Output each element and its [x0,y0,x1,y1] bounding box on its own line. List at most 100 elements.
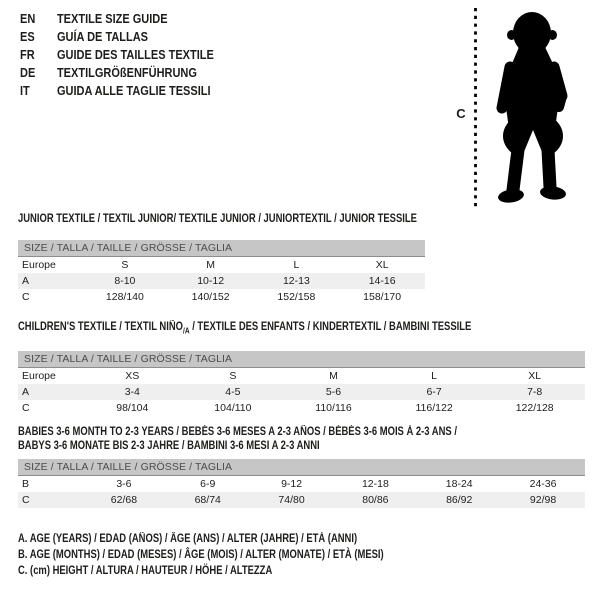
cell-value: L [293,258,300,271]
cell-value: M [329,369,338,382]
cell-value: 12-18 [361,478,389,490]
cell-value: 104/110 [214,401,252,414]
cell-value: 6-7 [426,385,442,398]
table-title-line: JUNIOR TEXTILE / TEXTIL JUNIOR/ TEXTILE … [18,213,417,227]
cell-value: 110/116 [315,401,352,414]
language-row: FR GUIDE DES TAILLES TEXTILE [20,46,214,64]
size-header-label: SIZE / TALLA / TAILLE / GRÖSSE / TAGLIA [24,352,233,365]
cell-value: 62/68 [110,494,138,506]
legend-note: C. (cm) HEIGHT / ALTURA / HAUTEUR / HÖHE… [18,565,273,577]
cell-value: 3-4 [124,385,140,398]
size-header-bar: SIZE / TALLA / TAILLE / GRÖSSE / TAGLIA [18,350,585,368]
height-measure-label: C [456,106,466,121]
language-title-list: EN TEXTILE SIZE GUIDE ES GUÍA DE TALLAS FR GU… [20,10,214,100]
legend-notes: A. AGE (YEARS) / EDAD (AÑOS) / ÂGE (ANS)… [18,531,384,579]
cell-value: 122/128 [515,401,554,414]
guide-title: TEXTILE SIZE GUIDE [56,12,168,26]
row-label: A [22,274,30,287]
row-label: C [22,290,30,303]
cell-value: 140/152 [191,290,230,303]
table-row: A 3-4 4-5 5-6 6-7 7-8 [18,383,585,400]
table-title-segment: /A [183,326,190,336]
language-code: EN [20,12,36,26]
cell-value: 5-6 [325,385,342,398]
cell-value: 128/140 [105,290,144,303]
cell-value: 92/98 [529,494,557,506]
table-title: JUNIOR TEXTILE / TEXTIL JUNIOR/ TEXTILE … [18,213,417,227]
table-row: C 98/104 104/110 110/116 116/122 122/128 [18,400,585,416]
baby-silhouette-icon [496,12,568,203]
legend-note: B. AGE (MONTHS) / EDAD (MESES) / ÂGE (MO… [18,549,384,561]
language-code: IT [20,84,30,98]
table-row: C 128/140 140/152 152/158 158/170 [18,289,425,305]
cell-value: 12-13 [282,274,310,287]
junior-textile-table: JUNIOR TEXTILE / TEXTIL JUNIOR/ TEXTILE … [18,213,425,305]
cell-value: 7-8 [527,385,543,398]
language-row: DE TEXTILGRÖßENFÜHRUNG [20,64,214,82]
table-title-line: BABYS 3-6 MONATE BIS 2-3 JAHRE / BAMBINI… [18,440,457,454]
guide-title: GUIDE DES TAILLES TEXTILE [56,48,214,62]
cell-value: XS [125,369,140,382]
table-title-segment: JUNIOR TEXTILE / TEXTIL JUNIOR/ TEXTILE … [18,213,417,225]
cell-value: S [229,369,237,382]
cell-value: 80/86 [362,494,389,506]
size-header-bar: SIZE / TALLA / TAILLE / GRÖSSE / TAGLIA [18,239,425,257]
cell-value: 9-12 [281,478,303,490]
cell-value: 18-24 [445,478,473,490]
language-row: ES GUÍA DE TALLAS [20,28,214,46]
language-row: EN TEXTILE SIZE GUIDE [20,10,214,28]
row-label: Europe [22,369,56,382]
table-row: C 62/68 68/74 74/80 80/86 86/92 92/98 [18,492,585,508]
row-label: A [22,385,30,398]
cell-value: 24-36 [529,478,557,490]
cell-value: M [206,258,215,271]
size-header-label: SIZE / TALLA / TAILLE / GRÖSSE / TAGLIA [24,241,233,254]
language-code: DE [20,66,36,80]
guide-title: GUÍA DE TALLAS [56,30,149,44]
cell-value: 3-6 [116,478,132,490]
childrens-textile-table: CHILDREN'S TEXTILE / TEXTIL NIÑO/A / TEX… [18,321,585,416]
baby-height-figure [474,8,568,208]
row-label: B [22,478,30,490]
language-row: IT GUIDA ALLE TAGLIE TESSILI [20,82,214,100]
cell-value: 152/158 [277,290,316,303]
cell-value: 8-10 [114,274,136,287]
table-title-segment: CHILDREN'S TEXTILE / TEXTIL NIÑO [18,321,184,333]
cell-value: 86/92 [446,494,473,506]
table-row: Europe XS S M L XL [18,368,585,384]
size-header-bar: SIZE / TALLA / TAILLE / GRÖSSE / TAGLIA [18,459,585,476]
cell-value: 68/74 [194,494,221,506]
row-label: Europe [22,258,56,271]
cell-value: XL [528,369,542,382]
table-title-line: BABIES 3-6 MONTH TO 2-3 YEARS / BEBÉS 3-… [18,426,457,440]
row-label: C [22,401,30,414]
babies-textile-table: BABIES 3-6 MONTH TO 2-3 YEARS / BEBÉS 3-… [18,426,585,508]
table-title-segment: / TEXTILE DES ENFANTS / KINDERTEXTIL / B… [189,321,472,333]
table-title: BABIES 3-6 MONTH TO 2-3 YEARS / BEBÉS 3-… [18,426,457,453]
cell-value: 14-16 [368,274,396,287]
table-row: A 8-10 10-12 12-13 14-16 [18,272,425,289]
language-code: ES [20,30,35,44]
table-row: Europe S M L XL [18,257,425,273]
cell-value: 10-12 [197,274,225,287]
cell-value: 74/80 [278,494,305,506]
row-label: C [22,494,30,506]
cell-value: 98/104 [116,401,149,414]
table-title: CHILDREN'S TEXTILE / TEXTIL NIÑO/A / TEX… [18,321,471,338]
cell-value: S [121,258,129,271]
cell-value: 158/170 [363,290,402,303]
table-row: B 3-6 6-9 9-12 12-18 18-24 24-36 [18,476,585,492]
legend-note: A. AGE (YEARS) / EDAD (AÑOS) / ÂGE (ANS)… [18,533,358,545]
table-title-segment: BABIES 3-6 MONTH TO 2-3 YEARS / BEBÉS 3-… [18,426,457,438]
table-title-segment: BABYS 3-6 MONATE BIS 2-3 JAHRE / BAMBINI… [18,439,320,452]
cell-value: XL [375,258,389,271]
size-header-label: SIZE / TALLA / TAILLE / GRÖSSE / TAGLIA [24,461,233,473]
guide-title: TEXTILGRÖßENFÜHRUNG [56,66,197,80]
cell-value: L [431,369,437,382]
guide-title: GUIDA ALLE TAGLIE TESSILI [56,84,211,98]
language-code: FR [20,48,35,62]
cell-value: 116/122 [415,401,453,414]
cell-value: 4-5 [225,385,241,398]
table-title-line: CHILDREN'S TEXTILE / TEXTIL NIÑO/A / TEX… [18,321,471,338]
